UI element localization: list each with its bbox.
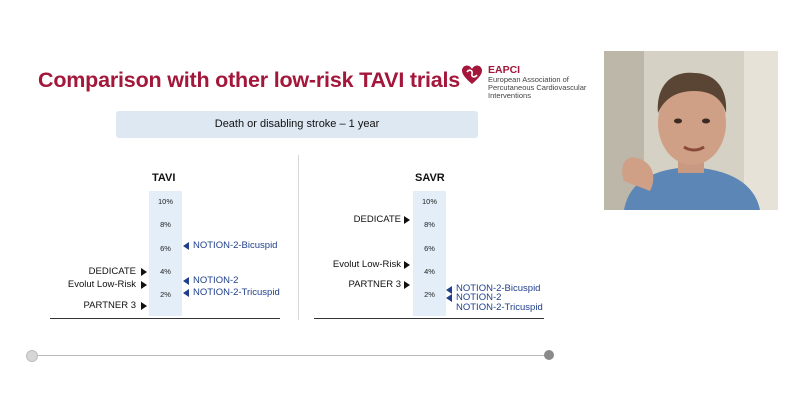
savr-tick-4: 4% bbox=[424, 267, 435, 276]
logo-full-name: European Association of Percutaneous Car… bbox=[488, 75, 587, 101]
tavi-label-partner3: PARTNER 3 bbox=[83, 300, 136, 311]
savr-arrow-notion2-icon bbox=[446, 294, 452, 302]
savr-tick-8: 8% bbox=[424, 220, 435, 229]
tavi-arrow-notion2-icon bbox=[183, 277, 189, 285]
tavi-tick-10: 10% bbox=[157, 197, 173, 206]
tavi-arrow-evolut-icon bbox=[141, 281, 147, 289]
tavi-arrow-dedicate-icon bbox=[141, 268, 147, 276]
savr-tick-6: 6% bbox=[424, 244, 435, 253]
savr-arrow-partner3-icon bbox=[404, 281, 410, 289]
tavi-label-notion2-bicuspid: NOTION-2-Bicuspid bbox=[193, 240, 278, 251]
tavi-tick-4: 4% bbox=[160, 267, 171, 276]
eapci-logo: EAPCI European Association of Percutaneo… bbox=[461, 62, 611, 112]
savr-label-notion2: NOTION-2 bbox=[456, 292, 502, 303]
tavi-label-evolut: Evolut Low-Risk bbox=[67, 279, 136, 290]
savr-scale-column: 10% 8% 6% 4% 2% bbox=[413, 191, 446, 316]
tavi-label-notion2: NOTION-2 bbox=[193, 275, 239, 286]
tavi-label-notion2-tricuspid: NOTION-2-Tricuspid bbox=[193, 287, 280, 298]
outcome-banner-text: Death or disabling stroke – 1 year bbox=[214, 118, 380, 130]
tavi-tick-2: 2% bbox=[160, 290, 171, 299]
savr-tick-10: 10% bbox=[421, 197, 437, 206]
tavi-scale-column: 10% 8% 6% 4% 2% bbox=[149, 191, 182, 316]
savr-arrow-notion2-bicuspid-icon bbox=[446, 286, 452, 294]
savr-arrow-dedicate-icon bbox=[404, 216, 410, 224]
tavi-tick-6: 6% bbox=[160, 244, 171, 253]
slide-title: Comparison with other low-risk TAVI tria… bbox=[38, 68, 461, 92]
savr-label-notion2-bicuspid: NOTION-2-Bicuspid bbox=[456, 283, 541, 294]
savr-arrow-evolut-icon bbox=[404, 261, 410, 269]
savr-label-notion2-tricuspid: NOTION-2-Tricuspid bbox=[456, 302, 543, 313]
tavi-baseline bbox=[50, 318, 280, 319]
savr-label-evolut: Evolut Low-Risk bbox=[332, 259, 401, 270]
tavi-tick-8: 8% bbox=[160, 220, 171, 229]
tavi-label-dedicate: DEDICATE bbox=[88, 266, 136, 277]
tavi-arrow-notion2-bicuspid-icon bbox=[183, 242, 189, 250]
panel-divider bbox=[298, 155, 299, 320]
heart-logo-icon bbox=[462, 65, 482, 84]
presenter-webcam bbox=[604, 51, 778, 210]
playback-start-knob[interactable] bbox=[26, 350, 38, 362]
presenter-video-icon bbox=[604, 51, 778, 210]
logo-abbreviation: EAPCI bbox=[488, 64, 521, 76]
playback-progress-track[interactable] bbox=[32, 355, 550, 356]
savr-tick-2: 2% bbox=[424, 290, 435, 299]
tavi-panel-title: TAVI bbox=[152, 172, 176, 184]
savr-label-dedicate: DEDICATE bbox=[353, 214, 401, 225]
tavi-arrow-notion2-tricuspid-icon bbox=[183, 289, 189, 297]
tavi-arrow-partner3-icon bbox=[141, 302, 147, 310]
savr-label-partner3: PARTNER 3 bbox=[348, 279, 401, 290]
outcome-banner: Death or disabling stroke – 1 year bbox=[116, 111, 478, 138]
savr-panel-title: SAVR bbox=[415, 172, 445, 184]
savr-baseline bbox=[314, 318, 544, 319]
playback-position-handle[interactable] bbox=[544, 350, 554, 360]
